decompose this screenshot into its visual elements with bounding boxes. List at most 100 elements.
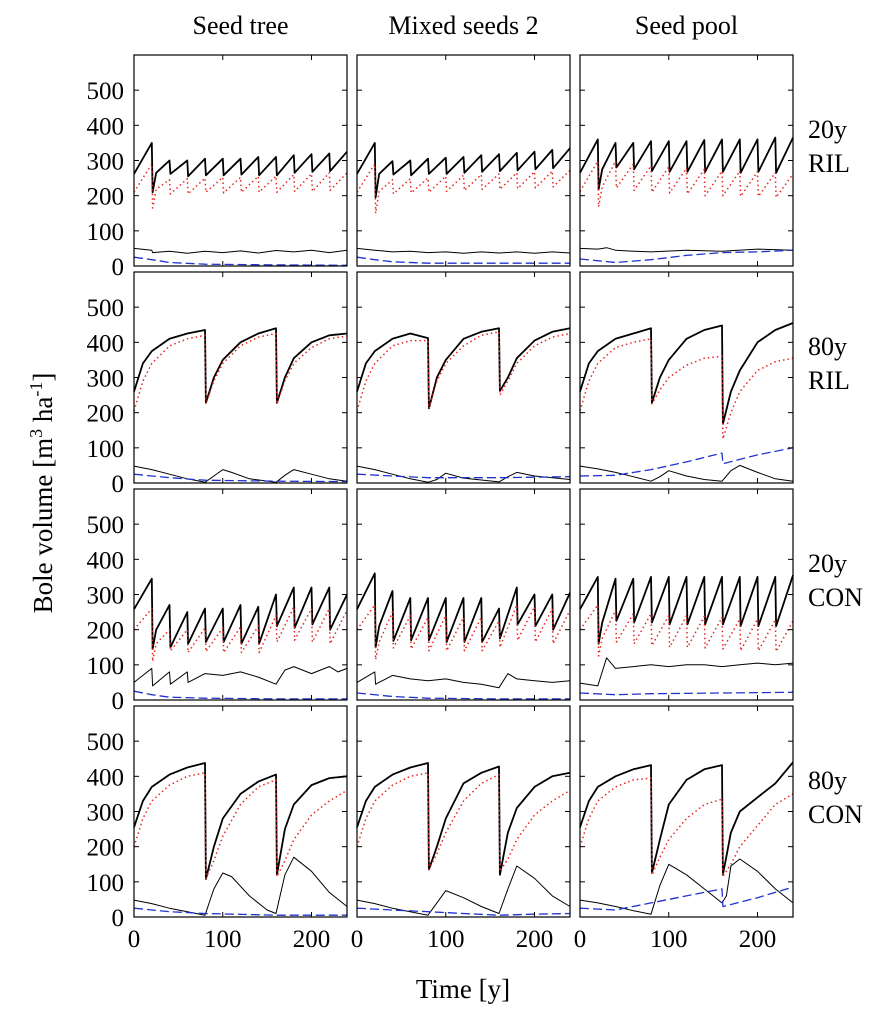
x-tick-label: 200 bbox=[293, 926, 331, 953]
y-tick-label: 300 bbox=[87, 800, 125, 827]
series-line-thin bbox=[579, 858, 794, 915]
x-tick-label: 0 bbox=[351, 926, 364, 953]
y-tick-label: 200 bbox=[87, 184, 125, 211]
y-tick-label: 200 bbox=[87, 401, 125, 428]
row-label-method: RIL bbox=[808, 366, 850, 395]
series-line-red bbox=[356, 163, 571, 215]
series-line-thin bbox=[579, 657, 794, 687]
series-line-blue bbox=[356, 692, 570, 700]
x-axis-title: Time [y] bbox=[416, 974, 510, 1004]
series-line-blue bbox=[356, 473, 571, 479]
series-line-thin bbox=[356, 465, 571, 483]
row-label-method: RIL bbox=[808, 149, 850, 178]
series-line-total bbox=[579, 136, 794, 191]
series-line-total bbox=[133, 142, 348, 194]
series-line-red bbox=[133, 772, 348, 880]
panels: 0 100 200 300 400 500 0 100 200 300 400 500 0 100 200 3… bbox=[87, 54, 794, 953]
series-line-blue bbox=[133, 907, 347, 916]
y-axis-title-sup: 3 bbox=[26, 429, 46, 438]
row-label-method: CON bbox=[808, 583, 863, 612]
panel-frame bbox=[579, 705, 794, 918]
series-line-red bbox=[133, 606, 348, 663]
y-axis-title-sup2: -1 bbox=[26, 382, 46, 397]
series-line-thin bbox=[579, 464, 794, 482]
row-label-method: CON bbox=[808, 800, 863, 829]
panel-frame bbox=[133, 488, 348, 701]
series-line-total bbox=[579, 322, 794, 425]
panel-frame bbox=[133, 705, 348, 918]
row-label-interval: 20y bbox=[808, 549, 847, 578]
panel: 0 100 200 300 400 500 bbox=[87, 488, 348, 715]
y-tick-label: 300 bbox=[87, 583, 125, 610]
x-tick-label: 0 bbox=[574, 926, 587, 953]
y-tick-label: 300 bbox=[87, 149, 125, 176]
y-axis-title-main: Bole volume [m bbox=[28, 438, 58, 613]
series-line-red bbox=[133, 163, 348, 209]
y-tick-label: 400 bbox=[87, 764, 125, 791]
panel bbox=[579, 271, 794, 484]
x-tick-label: 100 bbox=[650, 926, 688, 953]
series-line-total bbox=[356, 142, 571, 199]
y-tick-label: 200 bbox=[87, 835, 125, 862]
y-tick-label: 0 bbox=[112, 905, 125, 932]
panel: 0 100 200 300 400 500 bbox=[87, 54, 348, 281]
series-line-thin bbox=[133, 465, 348, 483]
y-tick-label: 100 bbox=[87, 653, 125, 680]
titles: Seed tree Mixed seeds 2 Seed pool 20y RIL 80y… bbox=[192, 11, 863, 829]
series-line-blue bbox=[133, 690, 347, 700]
row-label-interval: 80y bbox=[808, 332, 847, 361]
series-line-blue bbox=[579, 249, 794, 264]
panel-frame bbox=[356, 488, 571, 701]
x-tick-label: 100 bbox=[427, 926, 465, 953]
series-line-red bbox=[356, 604, 571, 661]
series-line-total bbox=[133, 577, 348, 650]
column-title: Seed pool bbox=[635, 11, 738, 40]
y-tick-label: 300 bbox=[87, 366, 125, 393]
series-line-total bbox=[133, 327, 348, 404]
y-tick-label: 400 bbox=[87, 547, 125, 574]
series-line-red bbox=[356, 772, 571, 873]
y-tick-label: 400 bbox=[87, 330, 125, 357]
series-line-total bbox=[356, 327, 571, 410]
panel: 0 100 200 300 400 500 bbox=[87, 271, 348, 498]
series-line-thin bbox=[356, 671, 571, 689]
panel-frame bbox=[133, 271, 348, 484]
y-tick-label: 200 bbox=[87, 618, 125, 645]
x-tick-label: 200 bbox=[516, 926, 554, 953]
series-line-blue bbox=[579, 691, 794, 696]
y-tick-label: 100 bbox=[87, 870, 125, 897]
y-tick-label: 500 bbox=[87, 78, 125, 105]
x-tick-label: 200 bbox=[739, 926, 777, 953]
panel-frame bbox=[579, 271, 794, 484]
series-line-total bbox=[133, 762, 348, 880]
y-tick-label: 0 bbox=[112, 254, 125, 281]
panel bbox=[356, 488, 571, 701]
series-line-red bbox=[579, 160, 794, 208]
series-line-thin bbox=[133, 666, 348, 687]
panel bbox=[579, 54, 794, 267]
column-title: Mixed seeds 2 bbox=[388, 11, 538, 40]
y-tick-label: 500 bbox=[87, 295, 125, 322]
y-tick-label: 100 bbox=[87, 436, 125, 463]
series-line-blue bbox=[133, 473, 348, 483]
y-axis-title-mid: ha bbox=[28, 397, 58, 429]
series-line-thin bbox=[133, 856, 348, 916]
y-tick-label: 0 bbox=[112, 688, 125, 715]
y-tick-label: 400 bbox=[87, 113, 125, 140]
series-line-blue bbox=[579, 886, 794, 911]
y-axis-title: Bole volume [m3 ha-1] bbox=[26, 373, 58, 614]
series-line-thin bbox=[133, 247, 348, 254]
series-line-total bbox=[356, 572, 571, 649]
panel bbox=[356, 54, 571, 267]
y-tick-label: 500 bbox=[87, 512, 125, 539]
panel: 0 100 200 300 400 500 0 100 200 bbox=[87, 705, 348, 953]
series-line-blue bbox=[356, 256, 570, 264]
series-line-thin bbox=[579, 247, 794, 253]
panel: 0 100 200 bbox=[351, 705, 571, 953]
y-tick-label: 0 bbox=[112, 471, 125, 498]
series-line-total bbox=[579, 761, 794, 876]
series-line-total bbox=[356, 762, 571, 876]
column-title: Seed tree bbox=[192, 11, 288, 40]
row-label-interval: 20y bbox=[808, 115, 847, 144]
